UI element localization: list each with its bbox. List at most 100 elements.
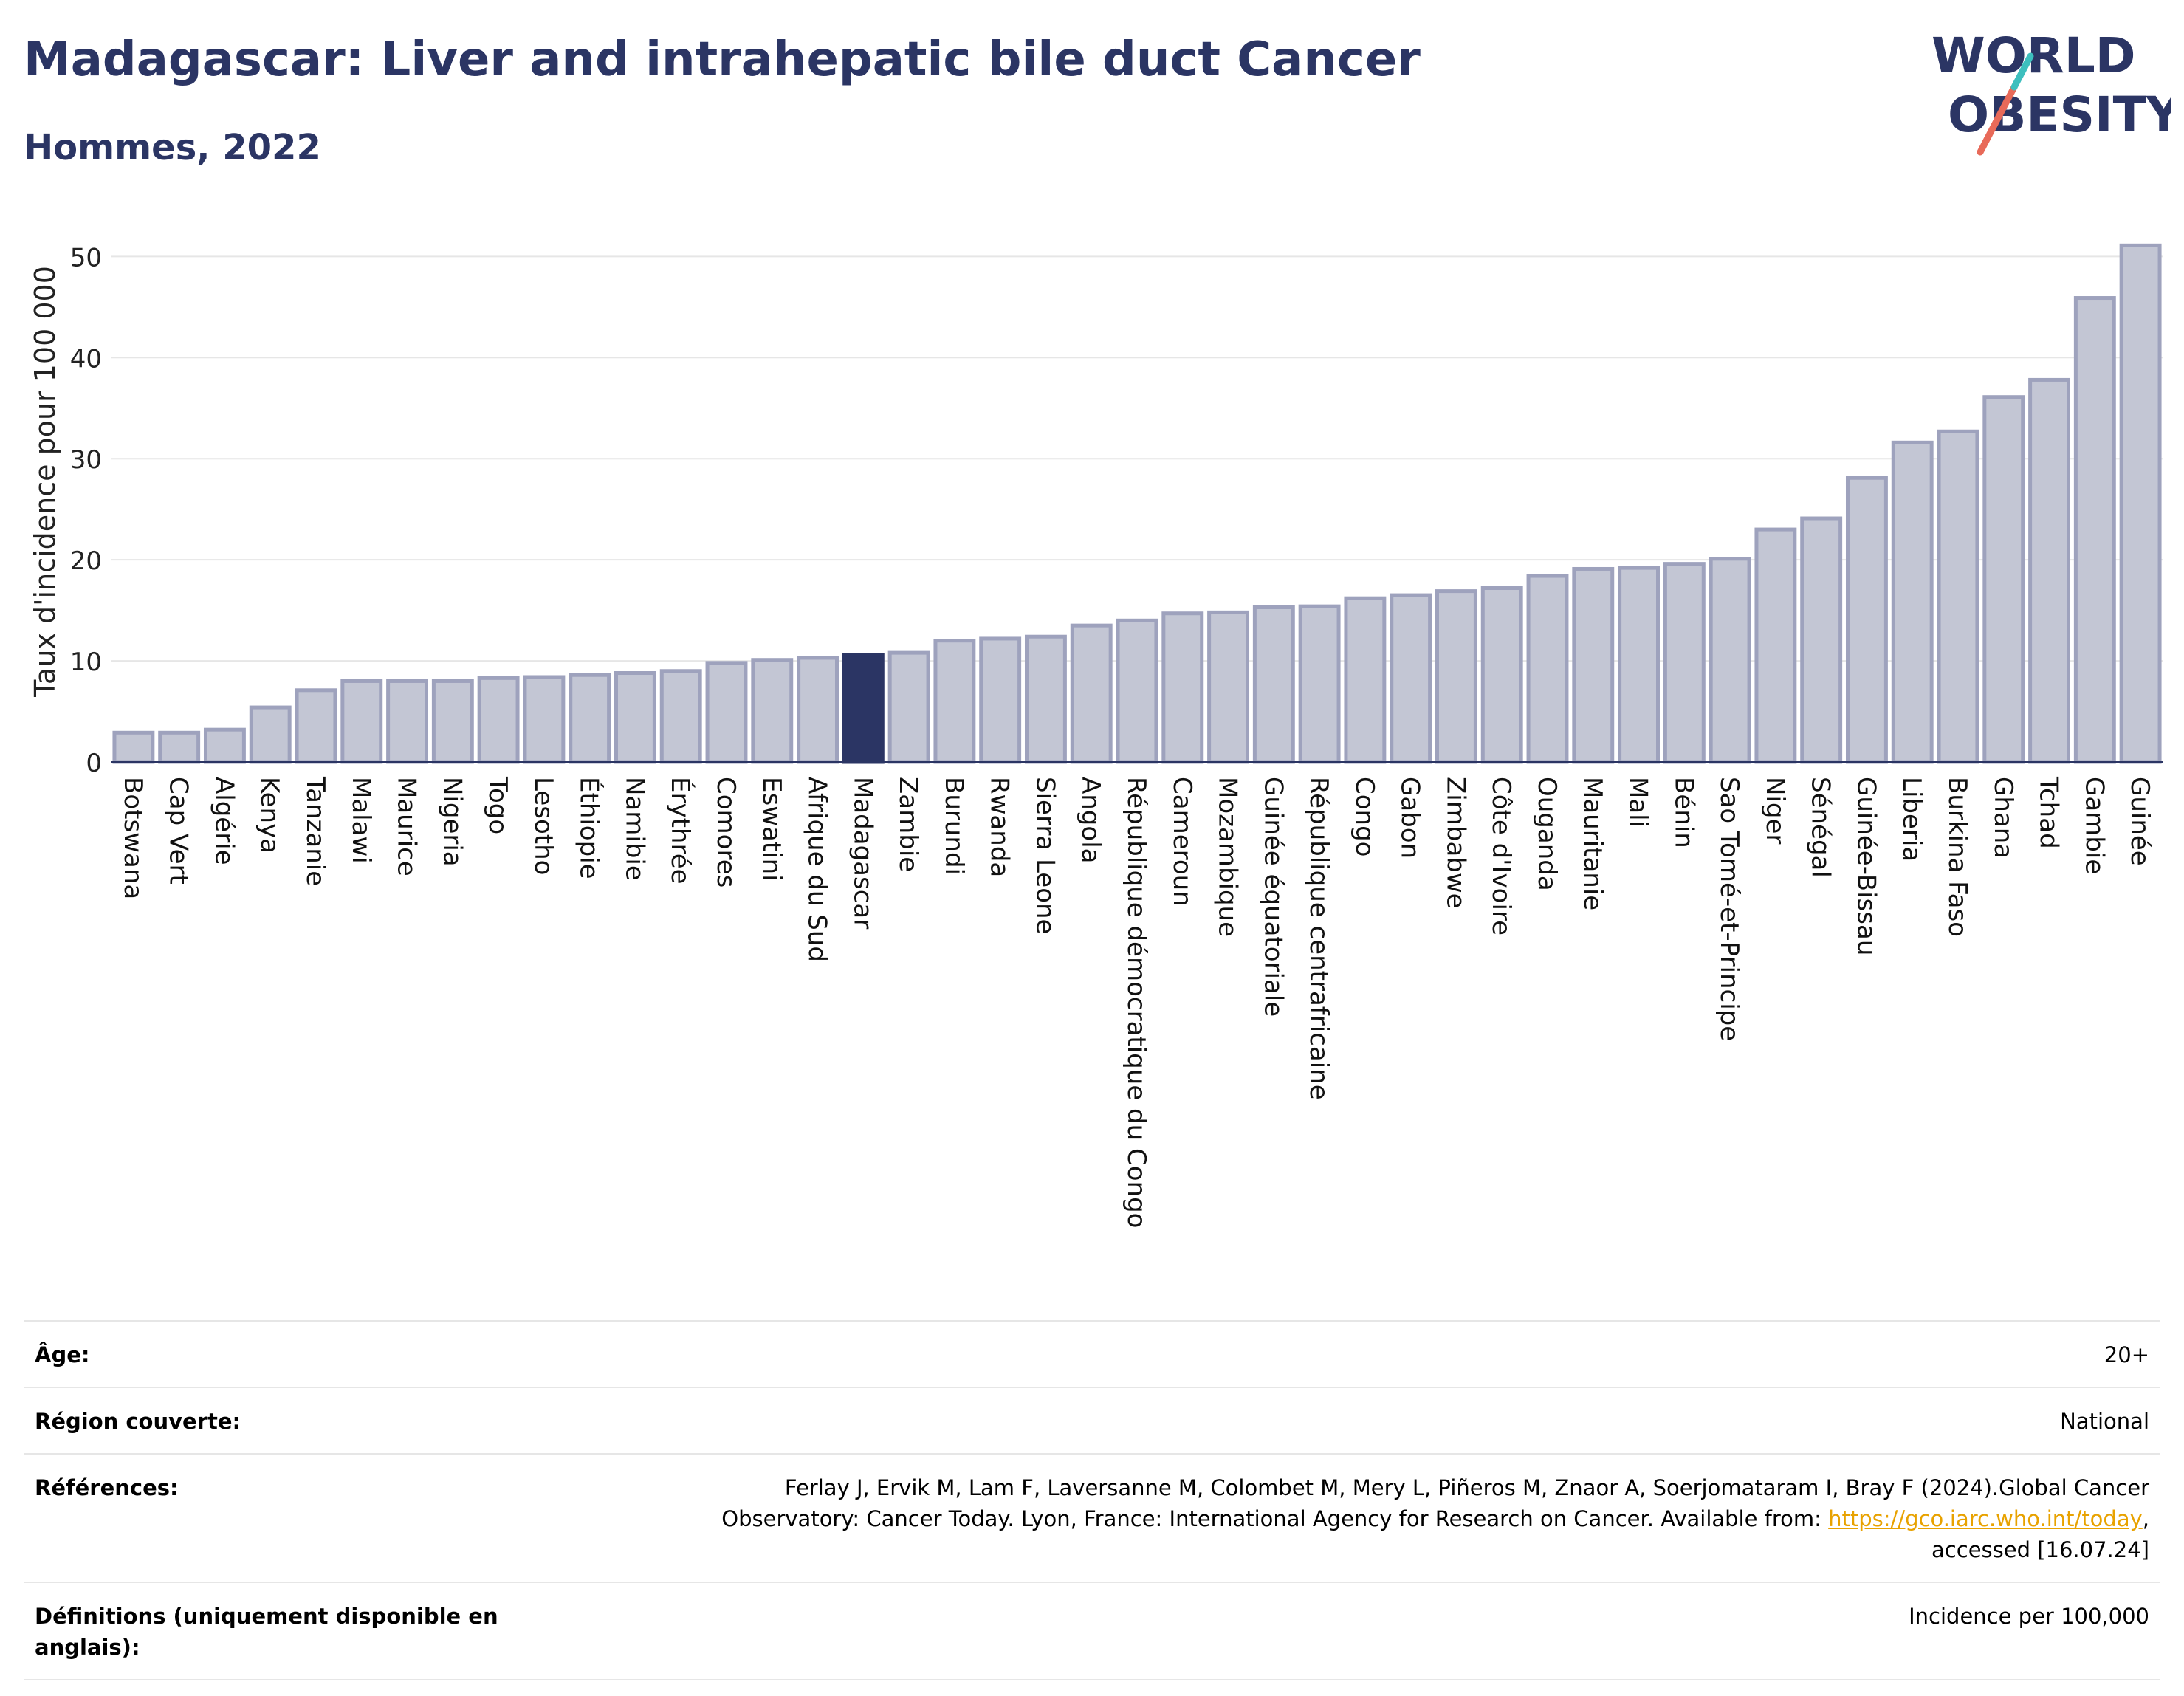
references-text-3: , (2142, 1506, 2149, 1531)
bar-28 (1390, 593, 1432, 764)
x-tick-label: Burkina Faso (1943, 777, 1972, 937)
info-row-age: Âge: 20+ (24, 1320, 2160, 1387)
references-link[interactable]: https://gco.iarc.who.int/today (1828, 1506, 2143, 1531)
bar-34 (1663, 562, 1706, 764)
bar-23 (1161, 611, 1204, 764)
region-value: National (533, 1387, 2160, 1454)
bar-27 (1344, 596, 1387, 764)
definitions-label: Définitions (uniquement disponible en an… (24, 1582, 533, 1680)
x-axis-labels: Botswana Cap Vert Algérie Kenya Tanzanie Mala… (118, 776, 2154, 1228)
bar-14 (751, 658, 794, 764)
bar-44 (2119, 243, 2162, 764)
bar-18 (933, 639, 976, 764)
x-tick-label: Sénégal (1806, 777, 1836, 878)
x-tick-label: Namibie (619, 777, 649, 881)
bar-17 (887, 650, 930, 764)
bar-7 (431, 679, 474, 764)
x-tick-label: Gambie (2079, 777, 2109, 874)
references-text-1: Ferlay J, Ervik M, Lam F, Laversanne M, … (784, 1475, 2149, 1500)
x-tick-label: Kenya (255, 777, 284, 854)
x-tick-label: Madagascar (848, 777, 877, 929)
y-axis-ticks: 0 10 20 30 40 50 (70, 243, 102, 778)
x-tick-label: Guinée (2125, 777, 2154, 866)
y-tick-label: 20 (70, 546, 102, 576)
bar-16 (842, 653, 885, 764)
info-row-definitions: Définitions (uniquement disponible en an… (24, 1582, 2160, 1680)
age-value: 20+ (533, 1320, 2160, 1387)
bar-8 (477, 676, 520, 764)
bar-3 (249, 705, 292, 764)
bar-37 (1800, 516, 1843, 764)
x-tick-label: Mauritanie (1578, 777, 1607, 910)
x-tick-label: Sao Tomé-et-Principe (1714, 777, 1744, 1041)
x-tick-label: Malawi (346, 777, 376, 864)
x-tick-label: Afrique du Sud (803, 777, 832, 962)
bar-38 (1845, 476, 1888, 764)
bar-0 (112, 730, 155, 764)
y-tick-label: 0 (86, 749, 102, 778)
x-tick-label: Côte d'Ivoire (1486, 777, 1516, 935)
references-text-4: accessed [16.07.24] (1931, 1537, 2149, 1562)
x-tick-label: Tchad (2034, 776, 2064, 849)
x-tick-label: Mozambique (1213, 777, 1243, 937)
x-tick-label: Cameroun (1167, 777, 1197, 907)
bar-15 (797, 656, 839, 764)
bar-39 (1891, 440, 1934, 764)
bar-31 (1526, 574, 1569, 764)
x-tick-label: République démocratique du Congo (1122, 777, 1151, 1228)
definitions-value: Incidence per 100,000 (533, 1582, 2160, 1680)
info-table: Âge: 20+ Région couverte: National Référ… (24, 1320, 2160, 1680)
y-axis-label: Taux d'incidence pour 100 000 (29, 266, 61, 698)
chart-subtitle: Hommes, 2022 (24, 127, 321, 168)
chart-title: Madagascar: Liver and intrahepatic bile … (24, 32, 1421, 87)
bar-43 (2073, 296, 2116, 764)
info-row-region: Région couverte: National (24, 1387, 2160, 1454)
x-tick-label: Liberia (1897, 777, 1926, 862)
bar-21 (1070, 623, 1113, 764)
x-tick-label: Sierra Leone (1030, 777, 1060, 934)
bar-chart: 0 10 20 30 40 50 Taux d'incidence pour 100 00… (29, 243, 2163, 1228)
x-tick-label: Bénin (1669, 777, 1698, 848)
bar-4 (295, 688, 337, 764)
x-tick-label: Botswana (118, 777, 148, 899)
x-tick-label: Maurice (392, 777, 422, 876)
bar-24 (1207, 610, 1250, 764)
y-tick-label: 10 (70, 648, 102, 677)
bar-9 (523, 675, 566, 764)
bar-12 (659, 669, 702, 764)
x-tick-label: Lesotho (529, 777, 558, 875)
bar-2 (203, 727, 246, 764)
bar-6 (386, 679, 429, 764)
x-tick-label: Congo (1350, 777, 1379, 856)
x-tick-label: Ghana (1988, 777, 2018, 859)
y-tick-label: 50 (70, 243, 102, 272)
bar-29 (1435, 589, 1477, 764)
x-tick-label: Angola (1076, 777, 1105, 863)
x-tick-label: Cap Vert (164, 777, 193, 885)
age-label: Âge: (24, 1320, 533, 1387)
bar-40 (1937, 429, 1979, 764)
x-tick-label: Éthiopie (574, 777, 605, 879)
bar-20 (1024, 634, 1067, 764)
x-tick-label: République centrafricaine (1304, 777, 1333, 1100)
bars (112, 243, 2162, 764)
bar-41 (1982, 395, 2025, 764)
logo-slash-red (1977, 83, 2018, 156)
bar-5 (340, 679, 383, 764)
x-tick-label: Érythrée (665, 777, 696, 885)
x-tick-label: Niger (1760, 777, 1790, 844)
bar-25 (1252, 605, 1295, 764)
bar-22 (1116, 618, 1158, 764)
bar-11 (614, 671, 656, 764)
x-tick-label: Gabon (1395, 777, 1425, 859)
x-tick-label: Tanzanie (301, 776, 330, 886)
x-tick-label: Zimbabwe (1440, 777, 1470, 909)
bar-30 (1480, 586, 1523, 764)
world-obesity-logo: WORLD OBESITY (1931, 27, 2171, 156)
x-tick-label: Mali (1624, 777, 1653, 828)
x-tick-label: Burundi (939, 777, 969, 875)
info-row-references: Références: Ferlay J, Ervik M, Lam F, La… (24, 1453, 2160, 1582)
bar-42 (2028, 377, 2071, 764)
x-tick-label: Guinée-Bissau (1851, 777, 1881, 955)
x-tick-label: Rwanda (985, 777, 1014, 877)
